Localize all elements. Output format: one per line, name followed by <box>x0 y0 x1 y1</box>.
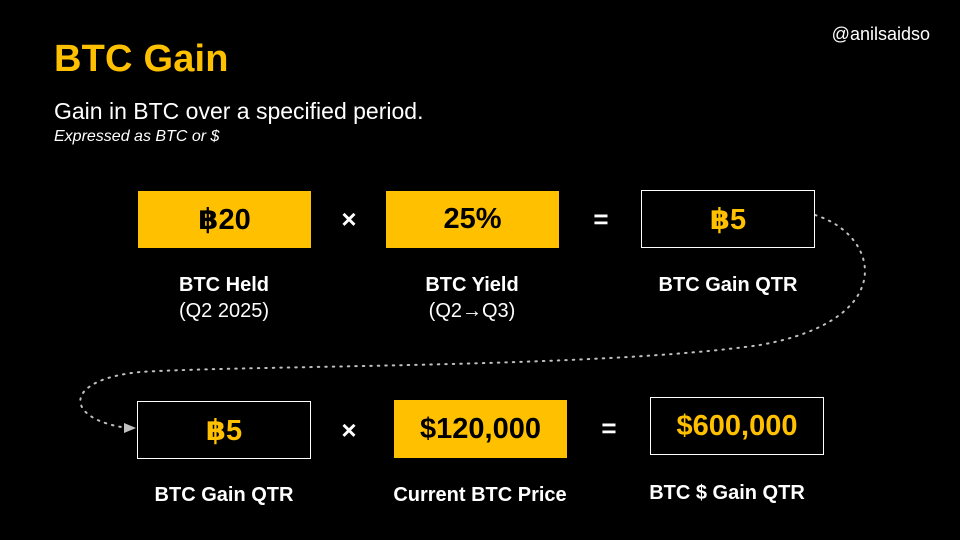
btc-gain-qtr-label: BTC Gain QTR <box>618 272 838 298</box>
btc-gain-input-box: ฿5 <box>137 401 311 459</box>
btc-held-title: BTC Held <box>179 274 269 296</box>
btc-price-value-box: $120,000 <box>394 400 567 458</box>
btc-gain-qtr-label-2: BTC Gain QTR <box>114 482 334 508</box>
btc-dollar-gain-title: BTC $ Gain QTR <box>649 482 805 504</box>
btc-dollar-gain-label: BTC $ Gain QTR <box>617 480 837 506</box>
btc-gain-qtr-title: BTC Gain QTR <box>658 274 798 296</box>
subtitle-note: Expressed as BTC or $ <box>54 128 220 145</box>
btc-gain-qtr-title-2: BTC Gain QTR <box>154 484 294 506</box>
btc-yield-value-box: 25% <box>386 191 559 248</box>
subtitle: Gain in BTC over a specified period. <box>54 98 424 124</box>
equals-operator: = <box>601 413 617 443</box>
btc-yield-label: BTC Yield (Q2→Q3) <box>372 272 572 324</box>
btc-dollar-gain-result-box: $600,000 <box>650 397 824 455</box>
equals-operator: = <box>593 204 609 234</box>
btc-yield-period: (Q2→Q3) <box>428 300 516 322</box>
page-title: BTC Gain <box>54 38 229 80</box>
btc-held-value-box: ฿20 <box>138 191 311 248</box>
arrow-head-icon <box>124 423 136 433</box>
btc-yield-title: BTC Yield <box>425 274 519 296</box>
multiply-operator: × <box>341 415 357 445</box>
btc-gain-result-box: ฿5 <box>641 190 815 248</box>
author-handle: @anilsaidso <box>831 24 930 44</box>
current-btc-price-title: Current BTC Price <box>393 484 567 506</box>
multiply-operator: × <box>341 204 357 234</box>
btc-held-label: BTC Held (Q2 2025) <box>124 272 324 324</box>
btc-held-period: (Q2 2025) <box>178 300 270 322</box>
current-btc-price-label: Current BTC Price <box>360 482 600 508</box>
